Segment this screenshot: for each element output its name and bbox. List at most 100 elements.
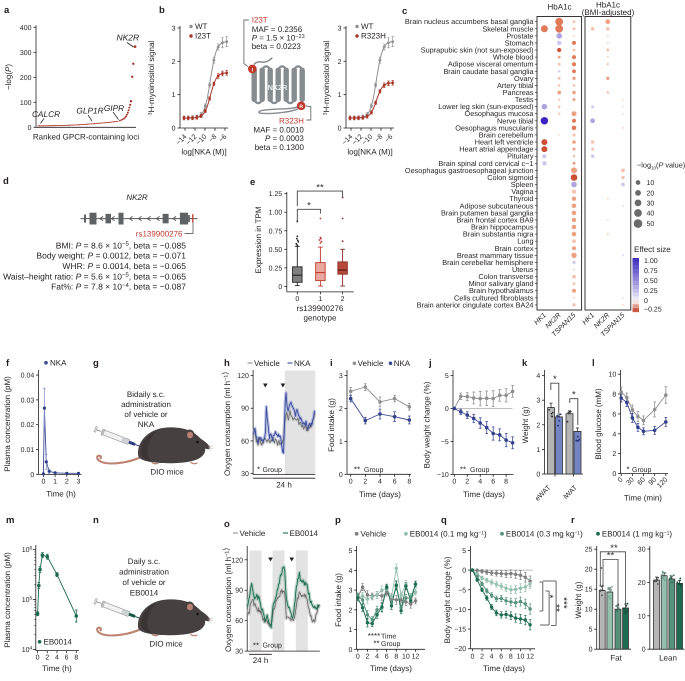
svg-text:1: 1 — [338, 92, 342, 99]
svg-text:8: 8 — [407, 478, 411, 485]
svg-text:0: 0 — [28, 125, 32, 132]
svg-text:4: 4 — [378, 478, 382, 485]
svg-text:Artery tibial: Artery tibial — [497, 81, 534, 90]
svg-text:EB0014: EB0014 — [290, 529, 319, 538]
svg-text:l: l — [592, 358, 595, 369]
svg-text:Brain cerebellum: Brain cerebellum — [479, 130, 534, 139]
svg-text:4: 4 — [348, 568, 352, 575]
svg-text:**: ** — [316, 182, 324, 193]
svg-text:f: f — [6, 358, 10, 369]
svg-text:0: 0 — [462, 568, 466, 575]
svg-text:10: 10 — [647, 180, 655, 187]
svg-text:****: **** — [368, 632, 380, 641]
svg-text:3H-myoinositol signal: 3H-myoinositol signal — [147, 41, 156, 116]
svg-text:0: 0 — [172, 126, 176, 133]
svg-text:0: 0 — [339, 472, 343, 479]
svg-text:Group: Group — [381, 641, 401, 648]
svg-text:90: 90 — [241, 406, 249, 413]
svg-text:EB0014: EB0014 — [44, 637, 73, 646]
svg-text:24 h: 24 h — [253, 656, 269, 665]
svg-text:Daily s.c.: Daily s.c. — [128, 557, 160, 566]
svg-text:Time (min): Time (min) — [624, 494, 662, 503]
svg-text:30: 30 — [625, 476, 636, 487]
svg-text:Time (days): Time (days) — [463, 490, 505, 499]
svg-text:300: 300 — [20, 50, 32, 57]
svg-text:120: 120 — [231, 557, 243, 564]
svg-text:WT: WT — [361, 22, 374, 31]
svg-text:0: 0 — [30, 472, 34, 479]
svg-text:g: g — [93, 358, 99, 369]
svg-text:2: 2 — [612, 451, 616, 458]
svg-text:rs139900276: rs139900276 — [297, 304, 344, 313]
svg-text:MAF = 0.2356: MAF = 0.2356 — [252, 25, 303, 34]
svg-text:NK2R: NK2R — [117, 33, 140, 43]
svg-text:10: 10 — [638, 613, 646, 620]
svg-text:Prostate: Prostate — [506, 31, 533, 40]
svg-text:4: 4 — [536, 373, 540, 380]
svg-text:60: 60 — [636, 476, 647, 487]
svg-text:0.01: 0.01 — [21, 447, 35, 454]
svg-text:BMI: P = 8.6 × 10−5, beta = −0: BMI: P = 8.6 × 10−5, beta = −0.085 — [56, 240, 186, 250]
svg-text:c: c — [402, 6, 407, 17]
svg-text:genotype: genotype — [304, 314, 337, 323]
svg-text:10: 10 — [402, 653, 410, 660]
svg-text:HbA1c: HbA1c — [547, 3, 571, 12]
svg-text:Time (days): Time (days) — [370, 664, 412, 673]
svg-text:m: m — [6, 515, 14, 526]
svg-text:1.25: 1.25 — [269, 191, 283, 198]
svg-text:Breast mammary tissue: Breast mammary tissue — [457, 251, 534, 260]
svg-text:Brain frontal cortex BA9: Brain frontal cortex BA9 — [456, 215, 533, 224]
svg-text:Oxygen consumption (ml h−1): Oxygen consumption (ml h−1) — [221, 372, 233, 476]
svg-text:EB0014 (0.1 mg kg−1): EB0014 (0.1 mg kg−1) — [410, 530, 487, 539]
svg-text:Time (days): Time (days) — [359, 490, 401, 499]
svg-text:90: 90 — [648, 476, 659, 487]
svg-text:Time (h): Time (h) — [42, 664, 72, 673]
svg-text:Vagina: Vagina — [511, 187, 534, 196]
svg-text:n: n — [93, 515, 99, 526]
svg-text:20: 20 — [647, 190, 655, 197]
svg-text:Brain cortex: Brain cortex — [495, 244, 534, 253]
svg-text:*: * — [626, 465, 629, 474]
svg-text:3: 3 — [172, 25, 176, 32]
svg-text:HbA1c: HbA1c — [596, 1, 620, 10]
svg-text:Thyroid: Thyroid — [509, 194, 533, 203]
svg-text:Brain hypothalamus: Brain hypothalamus — [469, 286, 534, 295]
svg-text:Colon sigmoid: Colon sigmoid — [487, 173, 533, 182]
svg-text:2: 2 — [365, 653, 369, 660]
svg-text:**: ** — [607, 551, 615, 562]
svg-text:P = 1.5 × 10−23: P = 1.5 × 10−23 — [252, 34, 305, 43]
svg-text:2: 2 — [363, 478, 367, 485]
svg-text:Oesophagus mucosa: Oesophagus mucosa — [465, 109, 535, 118]
svg-text:Suprapubic skin (not sun-expos: Suprapubic skin (not sun-exposed) — [421, 46, 534, 55]
svg-text:4: 4 — [375, 653, 379, 660]
svg-text:0.25: 0.25 — [644, 288, 658, 295]
svg-text:Weight (g): Weight (g) — [574, 581, 583, 618]
svg-text:90: 90 — [235, 588, 243, 595]
svg-text:0: 0 — [612, 471, 616, 478]
svg-text:**: ** — [460, 465, 466, 474]
svg-text:200: 200 — [20, 75, 32, 82]
svg-text:**: ** — [610, 543, 618, 554]
svg-text:30: 30 — [647, 200, 655, 207]
svg-text:CALCR: CALCR — [32, 109, 60, 119]
svg-text:0: 0 — [36, 654, 40, 661]
svg-text:Heart left ventricle: Heart left ventricle — [475, 138, 534, 147]
svg-text:q: q — [441, 515, 447, 526]
svg-text:Oesophagus muscularis: Oesophagus muscularis — [455, 123, 534, 132]
svg-text:−5: −5 — [441, 439, 449, 446]
svg-text:GIPR: GIPR — [104, 103, 124, 113]
svg-text:3: 3 — [77, 478, 81, 485]
svg-text:6: 6 — [393, 478, 397, 485]
svg-text:log[NKA (M)]: log[NKA (M)] — [347, 148, 392, 157]
svg-text:NK2R: NK2R — [268, 83, 289, 92]
svg-text:60: 60 — [241, 438, 249, 445]
svg-text:−10: −10 — [437, 472, 449, 479]
svg-text:Ranked GPCR-containing loci: Ranked GPCR-containing loci — [33, 133, 139, 142]
svg-text:GLP1R: GLP1R — [76, 106, 103, 116]
svg-text:0: 0 — [41, 478, 45, 485]
svg-text:NKA: NKA — [50, 358, 67, 367]
svg-text:Lower leg skin (sun-exposed): Lower leg skin (sun-exposed) — [438, 102, 533, 111]
svg-text:EB0014 (0.3 mg kg−1): EB0014 (0.3 mg kg−1) — [506, 530, 583, 539]
svg-text:r: r — [571, 515, 575, 526]
svg-text:Vehicle: Vehicle — [240, 529, 266, 538]
